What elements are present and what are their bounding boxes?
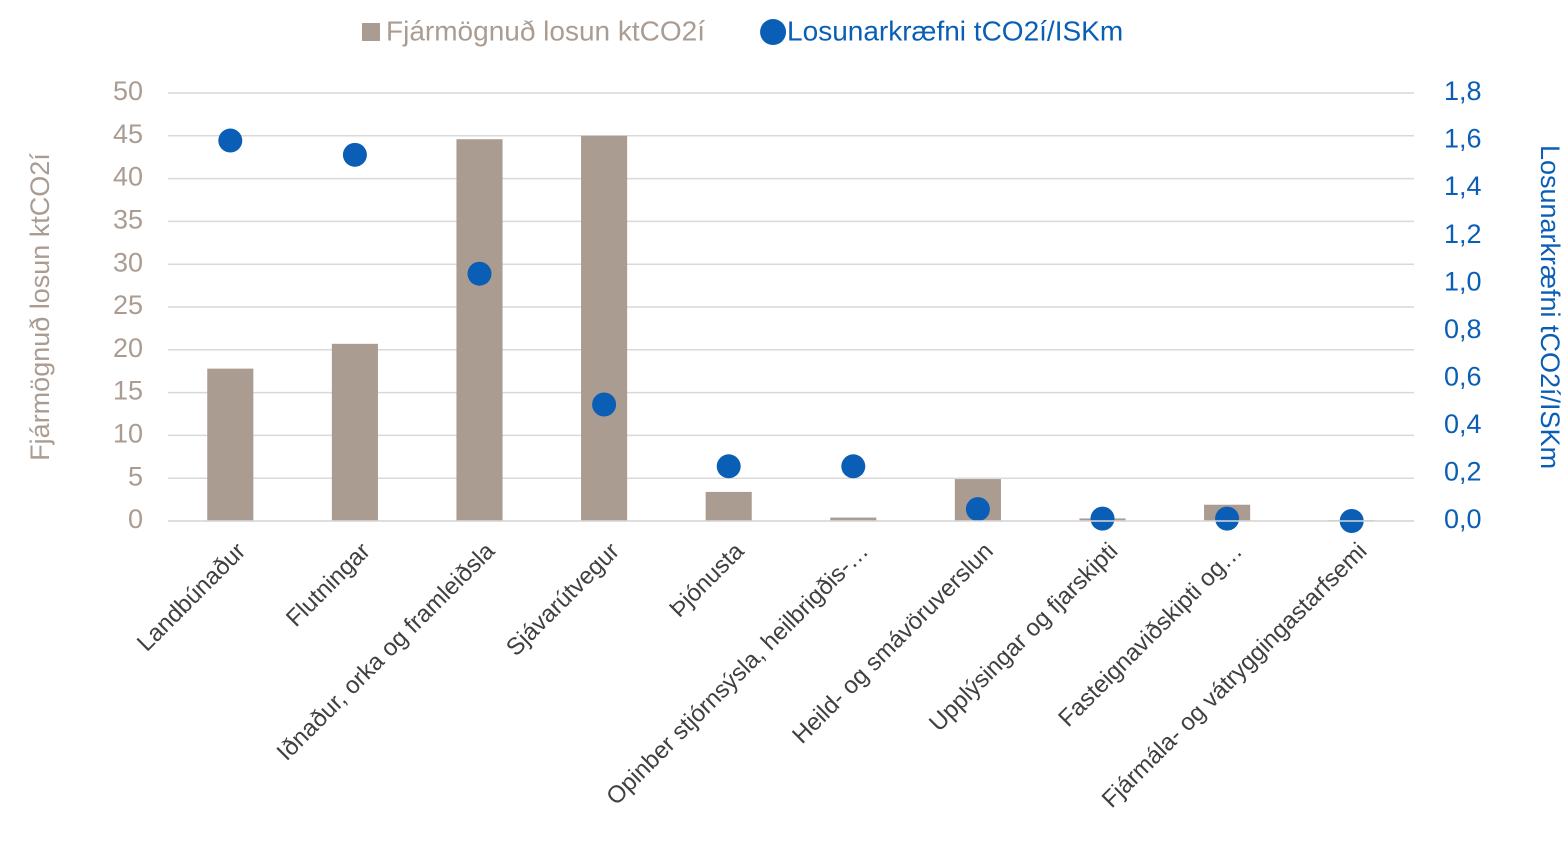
- y2-tick-label: 0,8: [1444, 314, 1482, 344]
- y2-tick-label: 1,4: [1444, 171, 1482, 201]
- bar: [830, 517, 877, 521]
- legend-marker: [362, 23, 380, 41]
- y-tick-label: 50: [113, 76, 143, 106]
- x-tick-label: Iðnaður, orka og framleiðsla: [272, 537, 501, 766]
- dot: [592, 392, 617, 417]
- y2-tick-label: 1,0: [1444, 266, 1482, 296]
- y2-axis-title: Losunarkræfni tCO2í/ISKm: [1535, 145, 1565, 469]
- dot: [716, 454, 741, 479]
- y-tick-label: 20: [113, 333, 143, 363]
- x-tick-label: Heild- og smávöruverslun: [787, 538, 999, 750]
- bar: [705, 491, 752, 521]
- y2-tick-label: 1,2: [1444, 219, 1482, 249]
- y-tick-label: 0: [128, 504, 143, 534]
- x-tick-label: Sjávarútvegur: [501, 538, 625, 662]
- y-tick-label: 40: [113, 162, 143, 192]
- legend-marker: [760, 19, 787, 45]
- bar: [207, 368, 254, 521]
- y2-tick-label: 0,4: [1444, 409, 1482, 439]
- legend-label: Fjármögnuð losun ktCO2í: [386, 15, 705, 46]
- dot: [467, 261, 492, 286]
- bar: [581, 135, 628, 522]
- y-tick-label: 15: [113, 376, 143, 406]
- legend-label: Losunarkræfni tCO2í/ISKm: [787, 15, 1123, 46]
- y2-tick-label: 1,8: [1444, 76, 1482, 106]
- y-axis-title: Fjármögnuð losun ktCO2í: [25, 153, 55, 461]
- y-tick-label: 5: [128, 461, 143, 491]
- y-tick-label: 25: [113, 290, 143, 320]
- dot: [218, 128, 243, 153]
- y-tick-label: 10: [113, 419, 143, 449]
- y2-tick-label: 0,6: [1444, 361, 1482, 391]
- bar: [456, 139, 503, 521]
- y-tick-label: 45: [113, 119, 143, 149]
- y2-tick-label: 0,0: [1444, 504, 1482, 534]
- y-tick-label: 30: [113, 247, 143, 277]
- x-tick-label: Opinber stjórnsýsla, heilbrigðis-…: [601, 538, 874, 811]
- x-tick-label: Fjármála- og vátryggingastarfsemi: [1097, 538, 1373, 814]
- dot: [342, 142, 367, 167]
- x-tick-label: Flutningar: [281, 538, 376, 633]
- dot: [965, 497, 990, 522]
- bar: [331, 343, 378, 521]
- y2-tick-label: 1,6: [1444, 124, 1482, 154]
- dot: [841, 454, 866, 479]
- dot: [1090, 506, 1115, 531]
- dot: [1215, 506, 1240, 531]
- y2-tick-label: 0,2: [1444, 457, 1482, 487]
- x-tick-label: Þjónusta: [664, 537, 750, 623]
- y-tick-label: 35: [113, 205, 143, 235]
- x-tick-label: Landbúnaður: [132, 538, 251, 657]
